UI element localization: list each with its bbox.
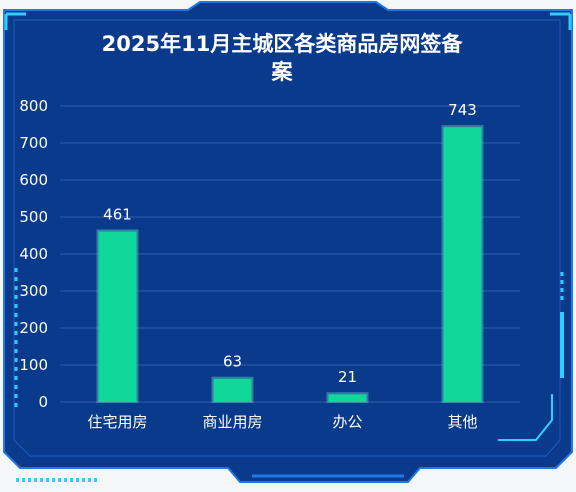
y-tick-label: 600 xyxy=(19,171,48,189)
y-tick-label: 700 xyxy=(19,134,48,152)
x-tick-label: 住宅用房 xyxy=(87,413,147,431)
x-axis: 住宅用房 商业用房 办公 其他 xyxy=(87,413,477,431)
y-tick-label: 800 xyxy=(19,97,48,115)
y-tick-label: 500 xyxy=(19,208,48,226)
y-tick-label: 400 xyxy=(19,245,48,263)
chart-title-line-1: 2025年11月主城区各类商品房网签备 xyxy=(102,32,464,56)
y-tick-label: 200 xyxy=(19,319,48,337)
data-label: 21 xyxy=(338,368,357,386)
bar xyxy=(443,127,482,402)
y-tick-label: 0 xyxy=(38,393,48,411)
y-axis: 0 100 200 300 400 500 600 700 800 xyxy=(19,97,48,411)
bar xyxy=(98,231,137,402)
gridlines xyxy=(60,105,520,403)
bar xyxy=(213,378,252,402)
chart-title-line-2: 案 xyxy=(271,60,294,84)
panel-frame xyxy=(3,1,573,483)
chart-title: 2025年11月主城区各类商品房网签备 案 xyxy=(102,32,464,84)
top-left-accent xyxy=(4,12,26,30)
top-right-accent xyxy=(550,12,572,30)
bar xyxy=(328,394,367,402)
data-label: 63 xyxy=(223,353,242,371)
bottom-right-accent xyxy=(498,394,553,441)
x-tick-label: 其他 xyxy=(447,413,477,431)
y-tick-label: 300 xyxy=(19,282,48,300)
y-tick-label: 100 xyxy=(19,356,48,374)
x-tick-label: 办公 xyxy=(332,413,362,431)
bar-series xyxy=(96,125,484,404)
data-labels: 461 63 21 743 xyxy=(103,101,477,386)
data-label: 461 xyxy=(103,205,132,223)
data-label: 743 xyxy=(448,101,477,119)
panel-background xyxy=(3,1,573,483)
x-tick-label: 商业用房 xyxy=(202,413,262,431)
inner-border xyxy=(13,19,561,457)
